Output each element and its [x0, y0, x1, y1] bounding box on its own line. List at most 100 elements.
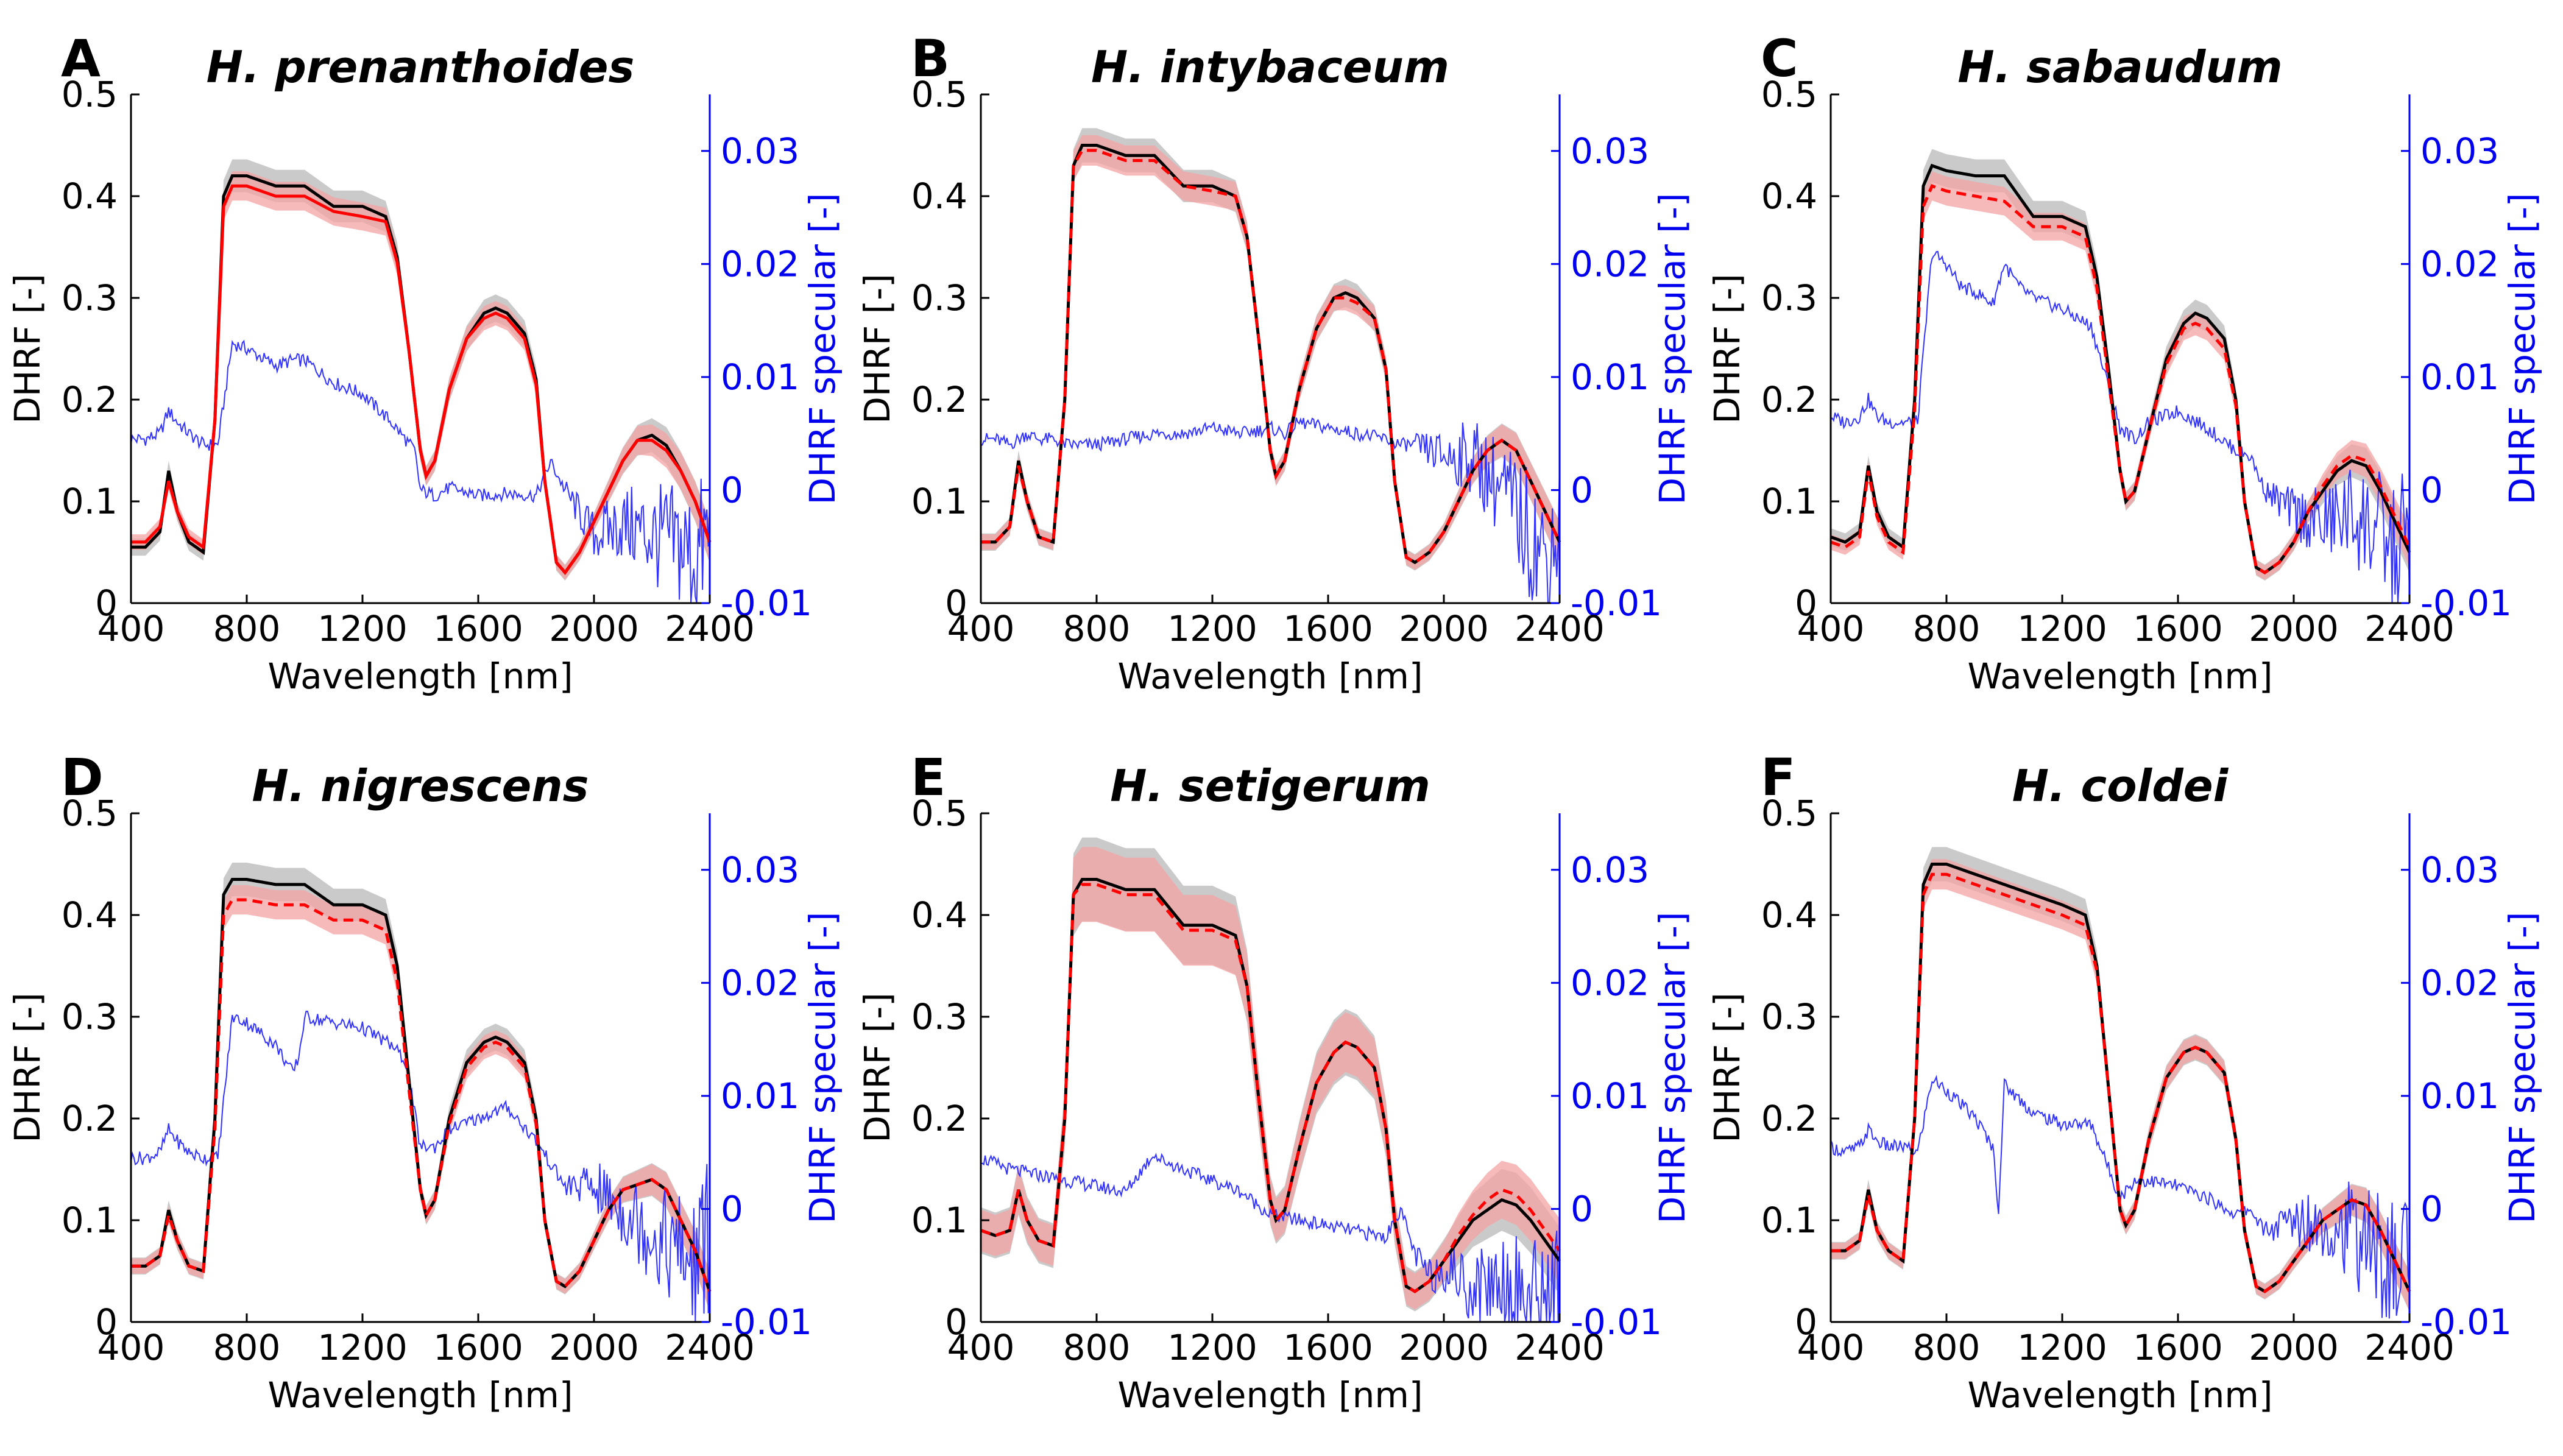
x-axis-label: Wavelength [nm]	[267, 656, 573, 697]
panel-e: 0 0.1 0.2 0.3 0.4 0.5 -0.01 0 0.01 0.02 0.03 400 800…	[857, 747, 1693, 1416]
y-right-axis-label: DHRF specular [-]	[802, 912, 843, 1224]
y-tick-label: 0.1	[1761, 481, 1817, 522]
y-tick-label: 0.3	[911, 996, 967, 1037]
modeled-series-line	[1830, 184, 2411, 574]
y-tick-label: 0.5	[62, 793, 118, 834]
y-right-tick-label: -0.01	[2420, 582, 2512, 624]
y-tick-label: 0.2	[911, 379, 967, 420]
y-tick-label: 0	[1795, 582, 1817, 624]
y-tick-label: 0.2	[1761, 1098, 1817, 1139]
y-right-tick-label: 0	[2420, 469, 2443, 511]
modeled-series-line	[981, 149, 1561, 565]
x-tick-label: 2400	[665, 1327, 755, 1368]
x-tick-label: 2000	[2249, 1327, 2339, 1368]
y-axis-label: DHRF [-]	[857, 274, 898, 424]
x-tick-label: 2400	[1515, 1327, 1605, 1368]
x-axis-label: Wavelength [nm]	[1967, 656, 2272, 697]
x-tick-label: 1200	[317, 608, 408, 649]
panel-f: 0 0.1 0.2 0.3 0.4 0.5 -0.01 0 0.01 0.02 0.03 400 800…	[1706, 747, 2543, 1416]
y-axis-label: DHRF [-]	[1706, 274, 1748, 424]
y-tick-label: 0.3	[911, 277, 967, 319]
x-tick-label: 800	[213, 608, 281, 649]
y-tick-label: 0.2	[911, 1098, 967, 1139]
measured-uncertainty-band	[131, 863, 710, 1312]
y-right-tick-label: 0.03	[721, 849, 799, 891]
panel-d: 0 0.1 0.2 0.3 0.4 0.5 -0.01 0 0.01 0.02 0.03 400 800…	[7, 747, 843, 1416]
y-tick-label: 0.4	[1761, 894, 1817, 936]
y-tick-label: 0	[945, 582, 967, 624]
y-tick-label: 0.1	[911, 1200, 967, 1241]
y-right-tick-label: 0.03	[2420, 849, 2499, 891]
measured-series-line	[981, 144, 1561, 565]
x-tick-label: 1600	[2133, 1327, 2223, 1368]
y-tick-label: 0.2	[62, 379, 118, 420]
y-tick-label: 0.5	[1761, 793, 1817, 834]
y-tick-label: 0.1	[62, 481, 118, 522]
chart-title: H. setigerum	[1110, 760, 1430, 811]
y-tick-label: 0.4	[1761, 175, 1817, 217]
x-axis-label: Wavelength [nm]	[1967, 1374, 2272, 1416]
x-tick-label: 800	[1913, 608, 1981, 649]
x-tick-label: 1600	[1283, 1327, 1373, 1368]
x-tick-label: 2400	[1515, 608, 1605, 649]
y-tick-label: 0	[95, 1301, 118, 1343]
x-tick-label: 2000	[1399, 1327, 1489, 1368]
y-right-axis-label: DHRF specular [-]	[1652, 912, 1693, 1224]
y-tick-label: 0	[95, 582, 118, 624]
y-right-tick-label: 0.03	[721, 130, 799, 172]
y-right-tick-label: 0	[1571, 1188, 1593, 1229]
measured-series-line	[131, 878, 712, 1292]
measured-series-line	[1830, 163, 2411, 574]
y-right-tick-label: 0.01	[721, 356, 799, 398]
y-right-tick-label: 0.02	[1571, 243, 1649, 284]
chart-title: H. nigrescens	[252, 760, 589, 811]
x-tick-label: 2400	[2364, 1327, 2455, 1368]
y-tick-label: 0.3	[62, 996, 118, 1037]
y-right-tick-label: 0	[721, 469, 743, 511]
x-axis-label: Wavelength [nm]	[1117, 1374, 1423, 1416]
x-tick-label: 2400	[665, 608, 755, 649]
y-right-tick-label: 0	[721, 1188, 743, 1229]
y-right-axis-label: DHRF specular [-]	[2501, 912, 2543, 1224]
x-tick-label: 2000	[549, 1327, 639, 1368]
y-tick-label: 0.3	[1761, 277, 1817, 319]
y-tick-label: 0.5	[1761, 74, 1817, 115]
y-right-tick-label: -0.01	[1571, 582, 1662, 624]
panel-letter: C	[1761, 29, 1798, 88]
modeled-uncertainty-band	[131, 885, 710, 1311]
modeled-uncertainty-band	[981, 847, 1560, 1310]
x-tick-label: 400	[97, 1327, 165, 1368]
chart-title: H. sabaudum	[1957, 41, 2282, 93]
modeled-uncertainty-band	[1831, 171, 2409, 580]
y-tick-label: 0.5	[911, 793, 967, 834]
y-tick-label: 0.5	[911, 74, 967, 115]
x-axis-label: Wavelength [nm]	[267, 1374, 573, 1416]
x-tick-label: 400	[97, 608, 165, 649]
x-tick-label: 800	[213, 1327, 281, 1368]
y-right-tick-label: 0	[1571, 469, 1593, 511]
x-tick-label: 800	[1063, 1327, 1131, 1368]
y-tick-label: 0.3	[1761, 996, 1817, 1037]
specular-series-line	[130, 339, 710, 604]
y-right-axis-label: DHRF specular [-]	[802, 193, 843, 505]
y-tick-label: 0.3	[62, 277, 118, 319]
y-right-tick-label: 0.03	[2420, 130, 2499, 172]
panel-c: 0 0.1 0.2 0.3 0.4 0.5 -0.01 0 0.01 0.02 0.03 400 800…	[1706, 29, 2543, 697]
y-right-tick-label: 0.02	[721, 962, 799, 1003]
x-tick-label: 1200	[2017, 1327, 2107, 1368]
x-tick-label: 800	[1063, 608, 1131, 649]
x-tick-label: 2000	[1399, 608, 1489, 649]
panel-letter: D	[61, 747, 104, 807]
y-right-tick-label: 0.01	[2420, 356, 2499, 398]
y-tick-label: 0.2	[1761, 379, 1817, 420]
x-tick-label: 2000	[549, 608, 639, 649]
panel-b: 0 0.1 0.2 0.3 0.4 0.5 -0.01 0 0.01 0.02 0.03 400 800…	[857, 29, 1693, 697]
y-tick-label: 0.1	[911, 481, 967, 522]
specular-series-line	[980, 417, 1560, 604]
panel-letter: A	[61, 29, 101, 88]
y-tick-label: 0.4	[911, 175, 967, 217]
y-tick-label: 0.4	[911, 894, 967, 936]
y-right-tick-label: -0.01	[721, 1301, 812, 1343]
y-tick-label: 0.1	[62, 1200, 118, 1241]
